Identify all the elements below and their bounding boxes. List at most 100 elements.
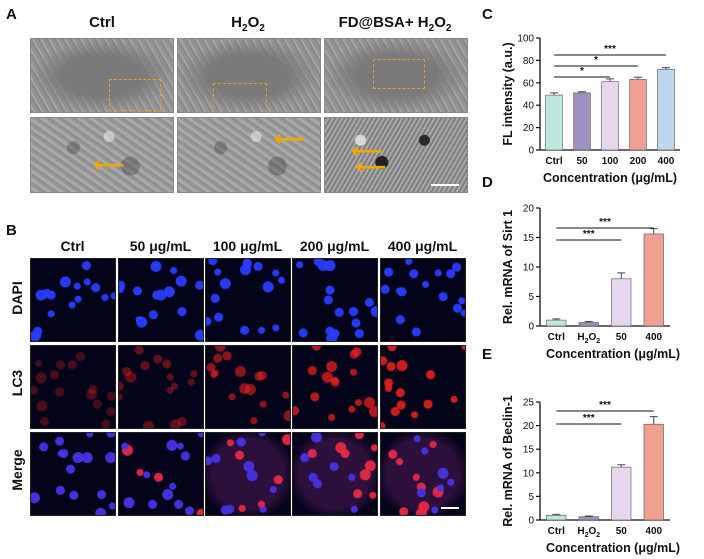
bar [546,514,567,521]
panel-label-e: E [482,346,493,363]
y-tick-label: 0 [528,146,534,157]
fluorescence-image [118,258,204,342]
panel-a-col-h2o2: H2O2 [231,14,265,34]
bar [578,516,599,521]
bar [611,466,632,521]
arrow-icon: ⟵ [274,126,306,151]
bar [643,233,664,327]
panel-a-col-ctrl: Ctrl [89,14,115,31]
chart-e-beclin1: 0 5 10 15 20 25 Rel. mRNA of Beclin-1 Ctrl H2O2 5… [501,395,680,555]
y-tick-label: 60 [523,78,535,89]
bar [611,278,632,327]
x-tick-label: H2O2 [577,526,600,539]
scale-bar [431,184,459,186]
y-axis-label: Rel. mRNA of Beclin-1 [501,395,515,527]
fluorescence-image [380,432,466,516]
bar [629,79,647,151]
panel-b-col-100: 100 μg/mL [212,238,283,254]
y-axis-label: FL intensity (a.u.) [501,42,515,145]
x-tick-label: 100 [602,156,619,167]
panel-label-a: A [6,6,17,23]
fluorescence-image [30,345,116,429]
arrow-icon: ⟵ [355,154,387,179]
fluorescence-image [205,432,291,516]
panel-b-row-merge: Merge [9,449,25,491]
x-axis-label: Concentration (μg/mL) [546,541,680,555]
x-axis-label: Concentration (μg/mL) [543,171,677,185]
y-tick-label: 100 [517,34,534,45]
significance-label: *** [604,44,616,55]
significance-label: * [594,55,598,66]
fluorescence-image [205,345,291,429]
em-image-h2o2-overview [177,38,321,113]
bar [657,69,675,151]
em-image-ctrl-overview [30,38,174,113]
fluorescence-image [292,345,378,429]
bar [643,423,664,521]
x-tick-label: 200 [630,156,647,167]
y-tick-label: 40 [523,101,535,112]
y-tick-label: 80 [523,56,535,67]
x-tick-label: H2O2 [577,332,600,345]
y-tick-label: 10 [523,263,535,274]
panel-b-col-200: 200 μg/mL [299,238,370,254]
fluorescence-image [118,345,204,429]
panel-label-b: B [6,222,17,239]
fluorescence-image [30,258,116,342]
x-tick-label: 400 [645,332,662,343]
fluorescence-image [292,258,378,342]
x-tick-label: 50 [616,526,628,537]
y-tick-label: 5 [528,292,534,303]
x-tick-label: 400 [658,156,675,167]
panel-b-row-dapi: DAPI [9,281,25,315]
bar [545,94,563,151]
y-tick-label: 20 [523,123,535,134]
bar [546,319,567,327]
fluorescence-image [292,432,378,516]
y-axis-label: Rel. mRNA of Sirt 1 [501,210,515,324]
significance-label: *** [583,229,595,240]
y-tick-label: 20 [523,204,535,215]
y-tick-label: 10 [523,468,535,479]
significance-label: *** [599,400,611,411]
panel-b-row-lc3: LC3 [9,369,25,397]
fluorescence-image [205,258,291,342]
arrow-icon: ⟵ [351,138,383,163]
bar [578,322,599,327]
y-tick-label: 25 [523,398,535,409]
y-tick-label: 15 [523,445,535,456]
y-tick-label: 0 [528,516,534,527]
fluorescence-image [380,345,466,429]
x-tick-label: 400 [645,526,662,537]
panel-a-col-fdbsa-h2o2: FD@BSA+ H2O2 [338,14,452,34]
x-axis-label: Concentration (μg/mL) [546,347,680,361]
em-image-fdbsa-zoom: ⟵ ⟵ [324,117,468,193]
x-tick-label: Ctrl [545,156,562,167]
bar [573,92,591,151]
x-tick-label: Ctrl [548,332,565,343]
scale-bar [441,507,459,509]
bar [601,81,619,151]
zoom-box [373,59,425,89]
x-tick-label: Ctrl [548,526,565,537]
chart-d-sirt1: 0 5 10 15 20 Rel. mRNA of Sirt 1 Ctrl H2O2 50 400… [501,204,680,362]
zoom-box [213,83,267,112]
fluorescence-image [30,432,116,516]
panel-b-col-50: 50 μg/mL [129,238,192,254]
y-tick-label: 20 [523,421,535,432]
significance-label: *** [583,413,595,424]
fluorescence-image [380,258,466,342]
panel-b-col-ctrl: Ctrl [60,238,85,254]
arrow-icon: ⟵ [93,152,125,177]
zoom-box [109,79,161,111]
x-tick-label: 50 [616,332,628,343]
x-tick-label: 50 [576,156,588,167]
em-image-ctrl-zoom: ⟵ [30,117,174,193]
significance-label: *** [599,217,611,228]
fluorescence-image [118,432,204,516]
y-tick-label: 15 [523,233,535,244]
panel-label-d: D [482,174,493,191]
significance-label: * [580,66,584,77]
panel-label-c: C [482,6,493,23]
